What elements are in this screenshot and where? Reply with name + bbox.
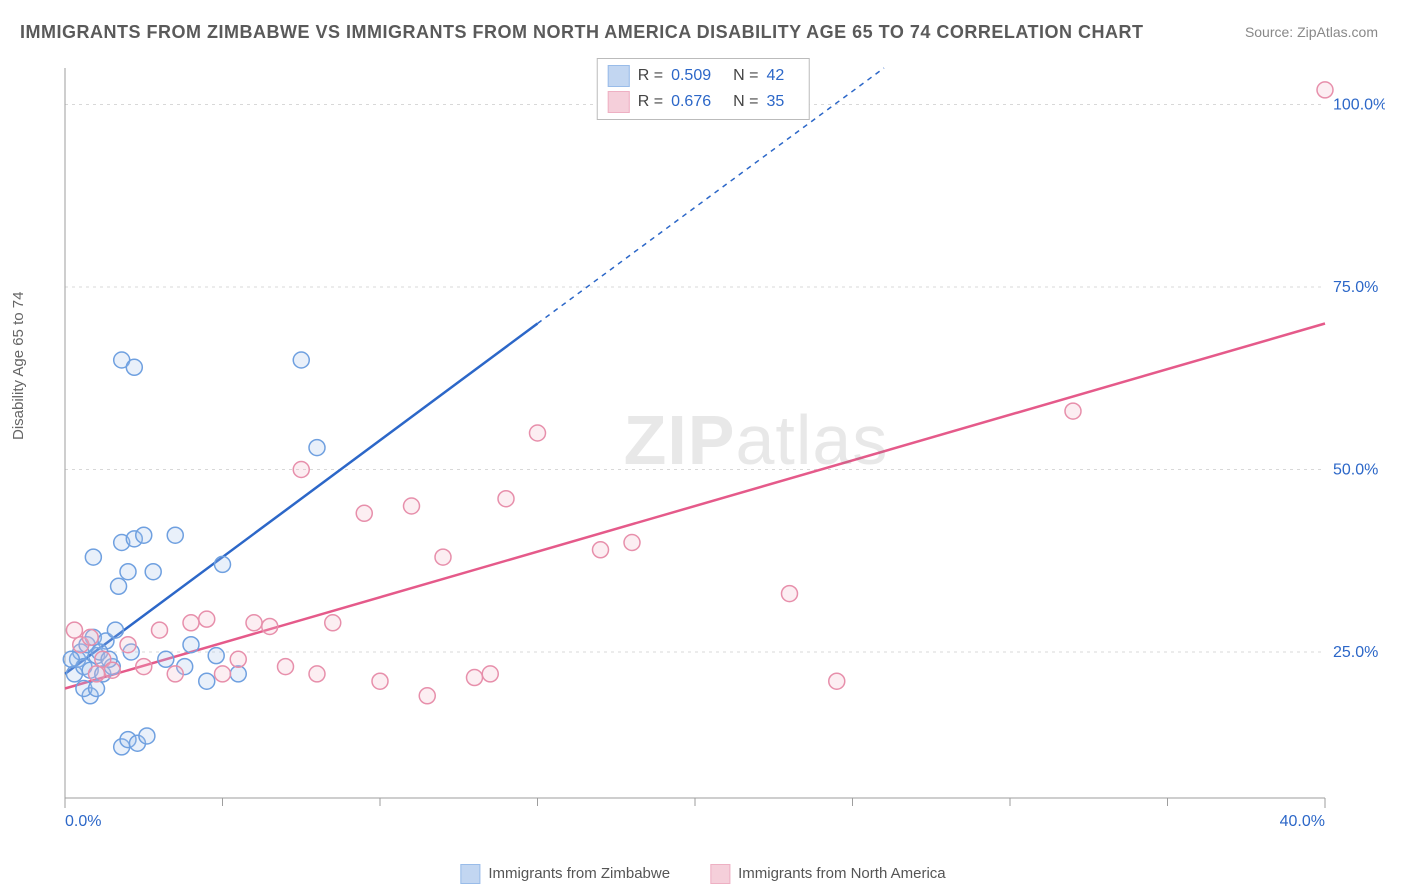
- scatter-point: [136, 659, 152, 675]
- scatter-point: [82, 629, 98, 645]
- y-tick-label: 25.0%: [1333, 644, 1378, 661]
- trend-line-solid: [65, 324, 1325, 689]
- scatter-plot: 25.0% 50.0% 75.0% 100.0% 0.0% 40.0%: [55, 58, 1385, 838]
- scatter-point: [215, 556, 231, 572]
- scatter-point: [120, 637, 136, 653]
- legend-r-value: 0.509: [671, 67, 711, 85]
- scatter-point: [145, 564, 161, 580]
- scatter-point: [136, 527, 152, 543]
- scatter-point: [1317, 82, 1333, 98]
- y-tick-label: 50.0%: [1333, 462, 1378, 479]
- legend-swatch: [608, 91, 630, 113]
- scatter-point: [89, 666, 105, 682]
- legend-bottom-item: Immigrants from North America: [710, 864, 946, 884]
- scatter-point: [139, 728, 155, 744]
- scatter-point: [63, 651, 79, 667]
- scatter-point: [530, 425, 546, 441]
- legend-n-value: 35: [766, 93, 784, 111]
- scatter-point: [111, 578, 127, 594]
- source-label: Source: ZipAtlas.com: [1245, 24, 1378, 40]
- scatter-point: [624, 535, 640, 551]
- scatter-point: [293, 352, 309, 368]
- scatter-point: [435, 549, 451, 565]
- scatter-point: [404, 498, 420, 514]
- scatter-point: [167, 666, 183, 682]
- scatter-point: [325, 615, 341, 631]
- scatter-point: [498, 491, 514, 507]
- scatter-point: [467, 670, 483, 686]
- scatter-point: [89, 681, 105, 697]
- scatter-point: [167, 527, 183, 543]
- scatter-point: [782, 586, 798, 602]
- chart-container: IMMIGRANTS FROM ZIMBABWE VS IMMIGRANTS F…: [0, 0, 1406, 892]
- scatter-point: [85, 549, 101, 565]
- scatter-point: [107, 622, 123, 638]
- legend-r-label: R =: [638, 93, 663, 111]
- legend-r-value: 0.676: [671, 93, 711, 111]
- legend-swatch: [710, 864, 730, 884]
- scatter-point: [199, 611, 215, 627]
- scatter-point: [309, 666, 325, 682]
- legend-stats-box: R = 0.509 N = 42 R = 0.676 N = 35: [597, 58, 810, 120]
- legend-bottom: Immigrants from Zimbabwe Immigrants from …: [460, 864, 945, 884]
- scatter-point: [66, 622, 82, 638]
- legend-bottom-item: Immigrants from Zimbabwe: [460, 864, 670, 884]
- legend-r-label: R =: [638, 67, 663, 85]
- scatter-point: [230, 666, 246, 682]
- y-tick-label: 75.0%: [1333, 279, 1378, 296]
- legend-series-name: Immigrants from North America: [738, 865, 946, 882]
- scatter-point: [309, 440, 325, 456]
- legend-stats-row: R = 0.509 N = 42: [608, 63, 799, 89]
- legend-stats-row: R = 0.676 N = 35: [608, 89, 799, 115]
- scatter-point: [126, 359, 142, 375]
- legend-n-label: N =: [733, 93, 758, 111]
- legend-n-value: 42: [766, 67, 784, 85]
- scatter-point: [120, 564, 136, 580]
- scatter-point: [1065, 403, 1081, 419]
- scatter-point: [215, 666, 231, 682]
- scatter-point: [262, 618, 278, 634]
- legend-swatch: [608, 65, 630, 87]
- scatter-point: [183, 615, 199, 631]
- legend-swatch: [460, 864, 480, 884]
- scatter-point: [230, 651, 246, 667]
- scatter-point: [183, 637, 199, 653]
- legend-series-name: Immigrants from Zimbabwe: [488, 865, 670, 882]
- x-tick-label: 0.0%: [65, 813, 101, 830]
- scatter-point: [104, 662, 120, 678]
- scatter-point: [152, 622, 168, 638]
- scatter-point: [372, 673, 388, 689]
- scatter-point: [482, 666, 498, 682]
- scatter-point: [199, 673, 215, 689]
- scatter-point: [419, 688, 435, 704]
- scatter-point: [278, 659, 294, 675]
- y-tick-label: 100.0%: [1333, 97, 1385, 114]
- scatter-point: [208, 648, 224, 664]
- scatter-point: [293, 462, 309, 478]
- scatter-point: [356, 505, 372, 521]
- legend-n-label: N =: [733, 67, 758, 85]
- scatter-point: [829, 673, 845, 689]
- x-tick-label: 40.0%: [1280, 813, 1325, 830]
- scatter-point: [593, 542, 609, 558]
- y-axis-label: Disability Age 65 to 74: [10, 292, 27, 440]
- chart-title: IMMIGRANTS FROM ZIMBABWE VS IMMIGRANTS F…: [20, 22, 1144, 43]
- scatter-point: [246, 615, 262, 631]
- scatter-point: [158, 651, 174, 667]
